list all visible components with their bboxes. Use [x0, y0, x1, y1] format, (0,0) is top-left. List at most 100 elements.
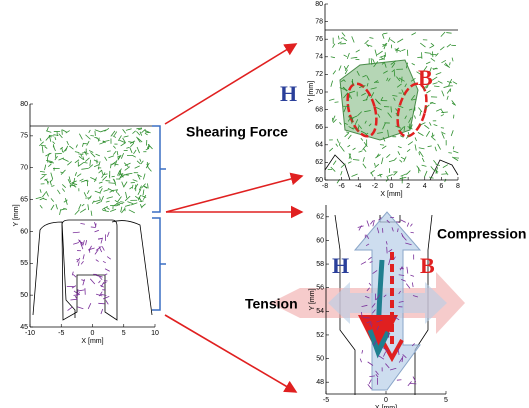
particle [435, 167, 438, 174]
particle [99, 141, 106, 145]
particle [72, 274, 77, 278]
particle [139, 158, 142, 162]
particle [362, 74, 367, 78]
particle [357, 126, 360, 132]
particle [387, 112, 392, 118]
particle [55, 203, 58, 210]
particle [78, 289, 85, 292]
particle [398, 290, 401, 295]
particle [84, 180, 89, 182]
particle [142, 194, 147, 200]
particle [141, 195, 147, 198]
y-tick-label: 55 [20, 260, 28, 267]
particle [366, 287, 370, 292]
x-tick-label: 10 [151, 330, 159, 337]
particle [414, 144, 417, 151]
particle [52, 145, 56, 152]
particle [78, 155, 84, 160]
particle [61, 188, 66, 192]
y-axis-label: Y [mm] [13, 204, 20, 226]
particle [421, 164, 427, 167]
particle [399, 126, 405, 132]
particle [401, 89, 405, 96]
particle [365, 132, 369, 136]
particle [41, 146, 44, 154]
particle [362, 163, 367, 169]
particle [406, 170, 411, 175]
particle [370, 220, 374, 225]
particle [62, 147, 68, 153]
particle [347, 134, 352, 140]
particle [386, 175, 389, 180]
particle [430, 58, 436, 62]
particle [407, 126, 413, 130]
particle [375, 370, 379, 375]
particle [102, 175, 108, 181]
particle [358, 150, 363, 153]
particle [42, 198, 47, 201]
particle [86, 140, 90, 146]
particle [380, 57, 385, 60]
x-tick-label: -2 [372, 183, 378, 190]
particle [376, 227, 380, 234]
particle [372, 219, 375, 227]
y-tick-label: 54 [316, 308, 324, 315]
particle [373, 61, 379, 68]
particle [368, 123, 372, 127]
y-tick-label: 70 [20, 165, 28, 172]
particle [40, 144, 46, 147]
particle [95, 293, 103, 297]
particle [330, 166, 336, 172]
particle [106, 196, 113, 199]
particle [360, 130, 367, 135]
particle [109, 189, 114, 193]
particle [54, 155, 58, 161]
particle [394, 48, 402, 52]
particle [99, 188, 103, 194]
particle [82, 240, 85, 246]
particle [408, 123, 411, 129]
particle [79, 239, 83, 247]
particle [386, 77, 389, 82]
particle [365, 234, 370, 239]
particle [339, 87, 345, 90]
particle [329, 147, 334, 152]
particle [67, 306, 73, 311]
particle [110, 163, 112, 169]
particle [62, 129, 67, 133]
y-tick-label: 62 [316, 214, 324, 221]
label: H [332, 253, 349, 278]
y-tick-label: 74 [315, 54, 323, 61]
particle [101, 170, 103, 175]
particle [440, 131, 446, 135]
label: Shearing Force [186, 124, 288, 140]
particle [368, 379, 372, 384]
particle [78, 203, 82, 210]
particle [446, 43, 452, 48]
particle [355, 49, 360, 53]
label: Tension [245, 296, 298, 312]
particle [390, 39, 396, 44]
particle [430, 42, 435, 47]
particle [136, 136, 141, 143]
particle [124, 195, 131, 202]
particle [101, 246, 105, 251]
particle [40, 174, 46, 180]
particle [368, 282, 372, 286]
particle [76, 292, 81, 296]
particle [406, 148, 411, 153]
particle [137, 128, 143, 131]
particle [390, 60, 397, 65]
particle [446, 32, 452, 34]
particle [110, 208, 117, 212]
particle [340, 163, 346, 168]
particle [399, 176, 407, 180]
particle [142, 173, 146, 180]
particle [121, 208, 126, 214]
particle [374, 98, 380, 104]
particle [137, 137, 143, 143]
particle [107, 187, 114, 192]
x-tick-label: -10 [25, 330, 35, 337]
particle [79, 208, 87, 213]
particle [391, 62, 396, 68]
